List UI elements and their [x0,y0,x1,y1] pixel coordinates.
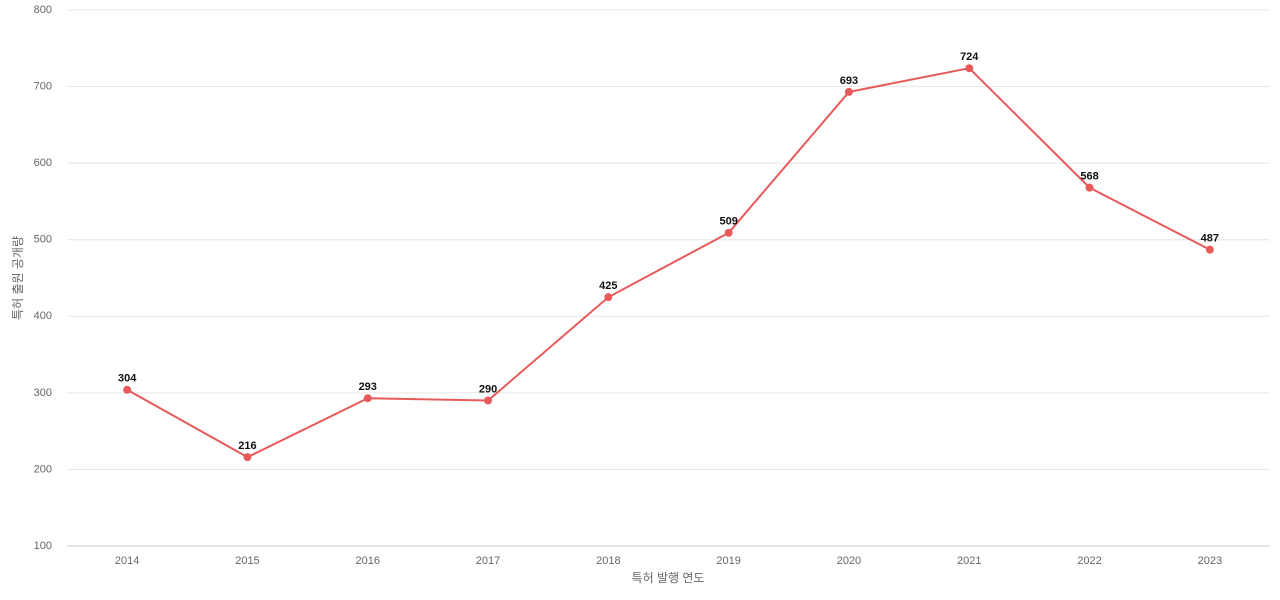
x-tick-label: 2018 [596,555,620,567]
point [724,228,733,237]
x-tick-label: 2015 [235,555,259,567]
x-tick-label: 2016 [356,555,380,567]
value-label: 693 [840,75,858,87]
y-tick-label: 100 [34,540,52,552]
value-label: 487 [1201,233,1219,245]
point [1205,245,1214,254]
y-axis-label: 특허 출원 공개량 [11,236,25,320]
point [484,396,493,405]
value-label: 509 [719,216,737,228]
x-tick-label: 2020 [837,555,861,567]
y-tick-label: 500 [34,234,52,246]
point [243,453,252,462]
value-label: 216 [238,440,256,452]
x-tick-label: 2023 [1198,555,1222,567]
y-tick-label: 800 [34,4,52,16]
point [604,293,613,302]
point [844,87,853,96]
y-tick-label: 700 [34,80,52,92]
point [363,394,372,403]
point [123,385,132,394]
y-tick-label: 600 [34,157,52,169]
x-tick-label: 2017 [476,555,500,567]
point [1085,183,1094,192]
point [965,64,974,73]
value-label: 293 [359,381,377,393]
value-label: 290 [479,383,497,395]
x-axis-label: 특허 발행 연도 [632,570,705,585]
x-tick-label: 2021 [957,555,981,567]
y-tick-label: 200 [34,463,52,475]
value-label: 568 [1080,171,1098,183]
y-tick-label: 400 [34,310,52,322]
x-tick-label: 2019 [716,555,740,567]
x-tick-label: 2014 [115,555,139,567]
y-tick-label: 300 [34,387,52,399]
value-label: 425 [599,280,617,292]
line [126,67,1211,459]
x-tick-label: 2022 [1077,555,1101,567]
value-label: 304 [118,373,137,385]
value-label: 724 [960,51,979,63]
